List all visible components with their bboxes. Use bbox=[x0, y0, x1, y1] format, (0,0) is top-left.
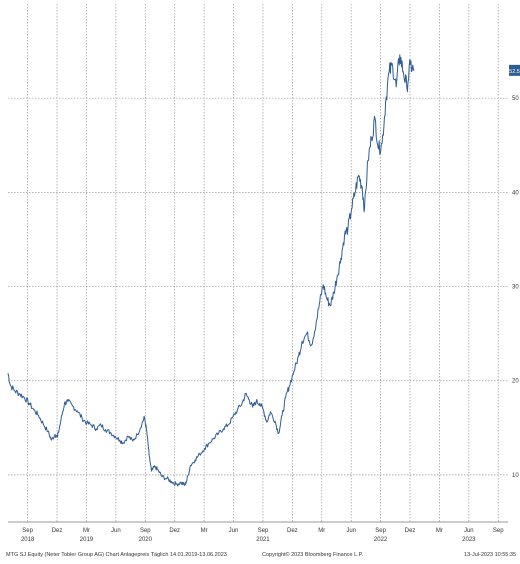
last-value-badge: 52.5 bbox=[509, 64, 520, 76]
price-series bbox=[7, 54, 415, 487]
x-tick-label: Sep bbox=[375, 528, 386, 534]
x-tick-label: Dez bbox=[287, 528, 298, 534]
grid-lines bbox=[8, 4, 508, 523]
x-tick-label: Jun bbox=[346, 528, 356, 534]
price-line bbox=[7, 54, 415, 487]
y-tick-label: 50 bbox=[512, 96, 519, 102]
x-tick-label: Sep bbox=[493, 528, 504, 534]
x-tick-label: Mr bbox=[436, 528, 443, 534]
x-tick-label: Sep bbox=[140, 528, 151, 534]
y-tick-label: 30 bbox=[512, 285, 519, 291]
x-tick-label: Sep bbox=[22, 528, 33, 534]
y-tick-label: 10 bbox=[512, 473, 519, 479]
x-year-label: 2018 bbox=[21, 537, 35, 543]
footer-copyright: Copyright© 2023 Bloomberg Finance L.P. bbox=[262, 552, 364, 558]
footer-security-label: MTG SJ Equity (Neter Tobler Group AG) Ch… bbox=[6, 552, 227, 558]
last-value-text: 52.5 bbox=[509, 69, 520, 75]
x-tick-label: Mr bbox=[201, 528, 208, 534]
x-year-label: 2022 bbox=[374, 537, 388, 543]
x-axis-ticks: Sep Dez Mr Jun Sep Dez Mr Jun Sep Dez Mr Jun Sep Dez M… bbox=[21, 528, 504, 543]
x-tick-label: Dez bbox=[169, 528, 180, 534]
x-tick-label: Mr bbox=[318, 528, 325, 534]
x-tick-label: Sep bbox=[258, 528, 269, 534]
y-tick-label: 40 bbox=[512, 190, 519, 196]
x-year-label: 2020 bbox=[139, 537, 153, 543]
y-tick-label: 20 bbox=[512, 379, 519, 385]
y-axis-ticks: 10 20 30 40 50 bbox=[512, 96, 519, 479]
x-year-label: 2023 bbox=[462, 537, 476, 543]
x-tick-label: Jun bbox=[111, 528, 121, 534]
x-tick-label: Jun bbox=[464, 528, 474, 534]
last-value-badge-bg bbox=[509, 64, 520, 76]
x-tick-label: Dez bbox=[405, 528, 416, 534]
x-tick-label: Dez bbox=[52, 528, 63, 534]
x-year-label: 2021 bbox=[256, 537, 270, 543]
x-year-label: 2019 bbox=[80, 537, 94, 543]
x-tick-label: Jun bbox=[229, 528, 239, 534]
x-tick-label: Mr bbox=[83, 528, 90, 534]
footer-timestamp: 13-Jul-2023 10:55:35 bbox=[464, 552, 516, 558]
